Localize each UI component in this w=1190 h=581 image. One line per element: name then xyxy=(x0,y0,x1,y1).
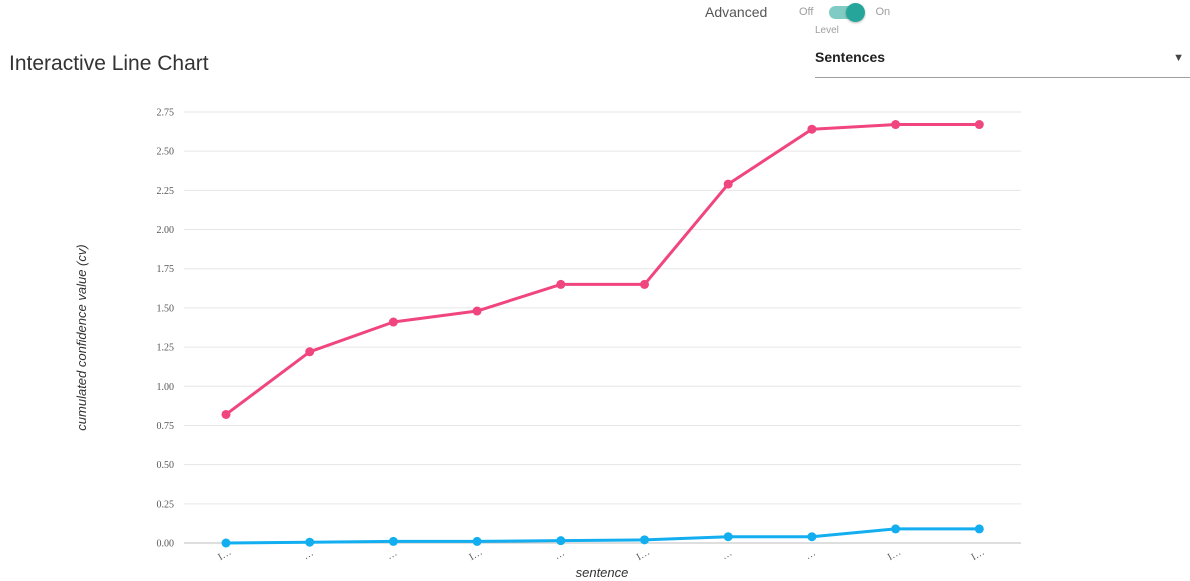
caret-down-icon: ▼ xyxy=(1173,52,1184,64)
x-tick-label: … xyxy=(385,548,399,563)
y-tick-label: 0.50 xyxy=(157,460,175,471)
y-tick-label: 2.00 xyxy=(157,225,175,236)
y-tick-label: 2.75 xyxy=(157,108,175,119)
data-point[interactable] xyxy=(305,347,315,357)
line-chart: 0.00 0.25 0.50 0.75 1.00 1.25 1.50 1.75 2.00 2.25… xyxy=(74,108,1021,580)
y-tick-label: 1.00 xyxy=(157,382,175,393)
data-point[interactable] xyxy=(388,536,398,546)
data-point[interactable] xyxy=(472,306,482,316)
y-tick-label: 2.25 xyxy=(157,186,175,197)
data-point[interactable] xyxy=(807,124,817,134)
x-tick-label: … xyxy=(804,548,818,563)
data-point[interactable] xyxy=(305,537,315,547)
data-point[interactable] xyxy=(221,538,231,548)
x-tick-label: … xyxy=(552,548,566,563)
y-tick-label: 1.50 xyxy=(157,303,175,314)
series-line xyxy=(225,527,980,545)
x-tick-label: I… xyxy=(635,547,652,563)
y-tick-label: 1.75 xyxy=(157,264,175,275)
y-tick-label: 0.75 xyxy=(157,421,175,432)
x-tick-label: I… xyxy=(467,547,484,563)
data-point[interactable] xyxy=(891,120,901,130)
x-axis-ticks: I… … … I… … I… … … I… I… xyxy=(216,547,986,563)
toggle-knob xyxy=(846,3,866,22)
y-tick-label: 0.25 xyxy=(157,499,175,510)
x-tick-label: I… xyxy=(886,547,903,563)
data-point[interactable] xyxy=(807,532,817,542)
y-tick-label: 2.50 xyxy=(157,147,175,158)
series-0 xyxy=(221,120,984,419)
level-label: Level xyxy=(815,25,839,36)
y-axis-title: cumulated confidence value (cv) xyxy=(74,244,89,430)
data-point[interactable] xyxy=(974,120,984,130)
data-point[interactable] xyxy=(556,279,566,289)
x-tick-label: … xyxy=(301,548,315,563)
x-tick-label: I… xyxy=(216,547,233,563)
toggle-on-label: On xyxy=(875,6,891,18)
page-title: Interactive Line Chart xyxy=(9,52,209,75)
y-tick-label: 0.00 xyxy=(157,539,175,550)
series-1 xyxy=(221,524,984,548)
x-tick-label: … xyxy=(720,548,734,563)
data-point[interactable] xyxy=(640,279,649,289)
x-axis-title: sentence xyxy=(576,565,629,580)
advanced-label: Advanced xyxy=(705,4,768,20)
data-point[interactable] xyxy=(640,535,649,545)
series-line xyxy=(225,123,980,416)
data-point[interactable] xyxy=(221,409,231,419)
advanced-toggle-switch[interactable] xyxy=(829,2,866,22)
data-point[interactable] xyxy=(891,524,901,534)
data-point[interactable] xyxy=(723,532,733,542)
series-layer xyxy=(221,120,984,548)
level-select[interactable]: Level Sentences ▼ xyxy=(815,25,1190,79)
y-axis-ticks: 0.00 0.25 0.50 0.75 1.00 1.25 1.50 1.75 2.00 2.25… xyxy=(157,108,175,550)
data-point[interactable] xyxy=(556,536,566,546)
y-tick-label: 1.25 xyxy=(157,343,175,354)
data-point[interactable] xyxy=(388,317,398,327)
grid-layer xyxy=(184,111,1021,544)
data-point[interactable] xyxy=(974,524,984,534)
data-point[interactable] xyxy=(723,179,733,189)
level-value: Sentences xyxy=(815,49,886,65)
x-tick-label: I… xyxy=(970,547,987,563)
level-underline xyxy=(815,77,1190,78)
data-point[interactable] xyxy=(472,536,482,546)
toggle-off-label: Off xyxy=(799,6,814,18)
advanced-toggle-row: Advanced Off On xyxy=(705,2,890,22)
